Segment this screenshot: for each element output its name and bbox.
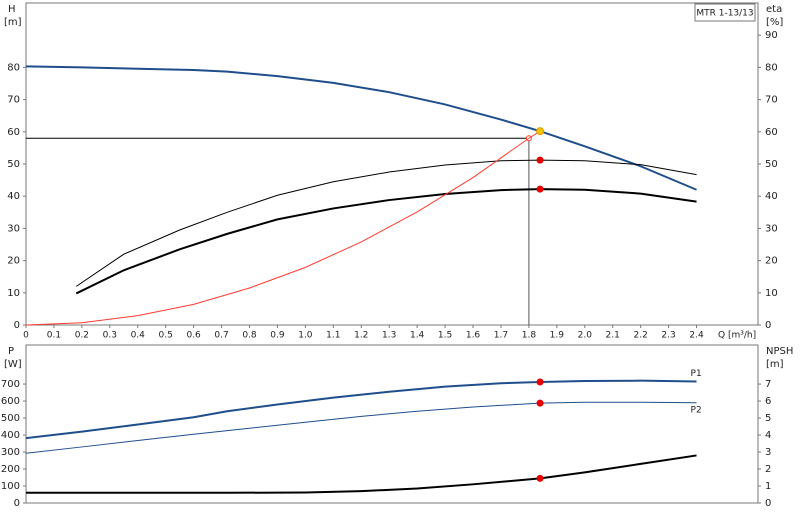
y2-tick-label: 7 [765,379,771,390]
y2-axis-unit: [m] [766,359,784,370]
curve [76,159,697,287]
y2-tick-label: 5 [765,413,771,424]
y-tick-label: 400 [1,430,20,441]
plot-frame [25,2,759,326]
x-tick-label: 1.5 [438,331,452,341]
y2-tick-label: 60 [765,127,778,138]
x-tick-label: 0.5 [159,331,173,341]
curve [75,188,697,295]
y-axis-label: P [8,346,14,357]
y-tick-label: 0 [14,498,20,509]
y-tick-label: 80 [7,62,20,73]
marker [536,378,544,386]
marker [536,185,544,193]
y-tick-label: 100 [1,481,20,492]
x-tick-label: 2.2 [633,331,647,341]
y-tick-label: 500 [1,413,20,424]
marker [536,156,544,164]
x-axis-label: Q [m³/h] [718,331,756,341]
x-tick-label: 1.4 [410,331,425,341]
y2-tick-label: 4 [765,430,771,441]
x-tick-label: 0.6 [186,331,201,341]
y-tick-label: 60 [7,127,20,138]
y-tick-label: 600 [1,396,20,407]
x-tick-label: 0 [23,331,29,341]
x-tick-label: 2.0 [578,331,593,341]
curve-label: P1 [691,369,702,379]
y-axis-unit: [m] [4,17,22,28]
x-tick-label: 1.2 [354,331,368,341]
marker [536,399,544,407]
y-tick-label: 10 [7,288,20,299]
y-tick-label: 0 [14,320,20,331]
y-tick-label: 40 [7,191,20,202]
x-tick-label: 0.1 [47,331,61,341]
y2-tick-label: 70 [765,95,778,106]
x-tick-label: 1.8 [522,331,537,341]
x-tick-label: 1.6 [466,331,481,341]
x-tick-label: 1.9 [550,331,565,341]
x-tick-label: 1.7 [494,331,508,341]
y-tick-label: 700 [1,379,20,390]
y2-tick-label: 1 [765,481,771,492]
y2-tick-label: 0 [765,320,771,331]
y2-tick-label: 2 [765,464,771,475]
x-tick-label: 0.9 [270,331,285,341]
y2-tick-label: 90 [765,30,778,41]
y2-tick-label: 80 [765,62,778,73]
y2-tick-label: 10 [765,288,778,299]
y2-axis-label: eta [766,4,782,15]
x-tick-label: 1.0 [298,331,313,341]
y-tick-label: 300 [1,447,20,458]
curve [25,379,697,440]
y2-tick-label: 3 [765,447,771,458]
y-axis-unit: [W] [4,359,22,370]
y-tick-label: 70 [7,95,20,106]
y-tick-label: 50 [7,159,20,170]
y2-axis-label: NPSH [766,346,793,357]
curve-label: P2 [691,405,702,415]
y2-tick-label: 0 [765,498,771,509]
curve [25,130,541,326]
y2-axis-unit: [%] [766,17,783,28]
y2-tick-label: 30 [765,223,778,234]
y-tick-label: 200 [1,464,20,475]
plot-frame [25,344,759,504]
y2-tick-label: 40 [765,191,778,202]
y-axis-label: H [8,4,16,15]
curve [25,401,697,454]
marker [536,127,545,136]
curve [25,65,697,191]
x-tick-label: 0.2 [75,331,89,341]
y-tick-label: 30 [7,223,20,234]
x-tick-label: 0.8 [242,331,257,341]
x-tick-label: 0.4 [131,331,146,341]
curve [26,454,697,494]
x-tick-label: 1.1 [326,331,340,341]
x-tick-label: 1.3 [382,331,396,341]
title-box [694,3,756,22]
x-tick-label: 2.1 [606,331,620,341]
marker [536,474,544,482]
y2-tick-label: 6 [765,396,771,407]
chart-title: MTR 1-13/13 [696,9,753,19]
y2-tick-label: 20 [765,256,778,267]
y2-tick-label: 50 [765,159,778,170]
x-tick-label: 0.7 [214,331,228,341]
x-tick-label: 0.3 [103,331,117,341]
x-tick-label: 2.4 [689,331,704,341]
x-tick-label: 2.3 [661,331,675,341]
y-tick-label: 20 [7,256,20,267]
